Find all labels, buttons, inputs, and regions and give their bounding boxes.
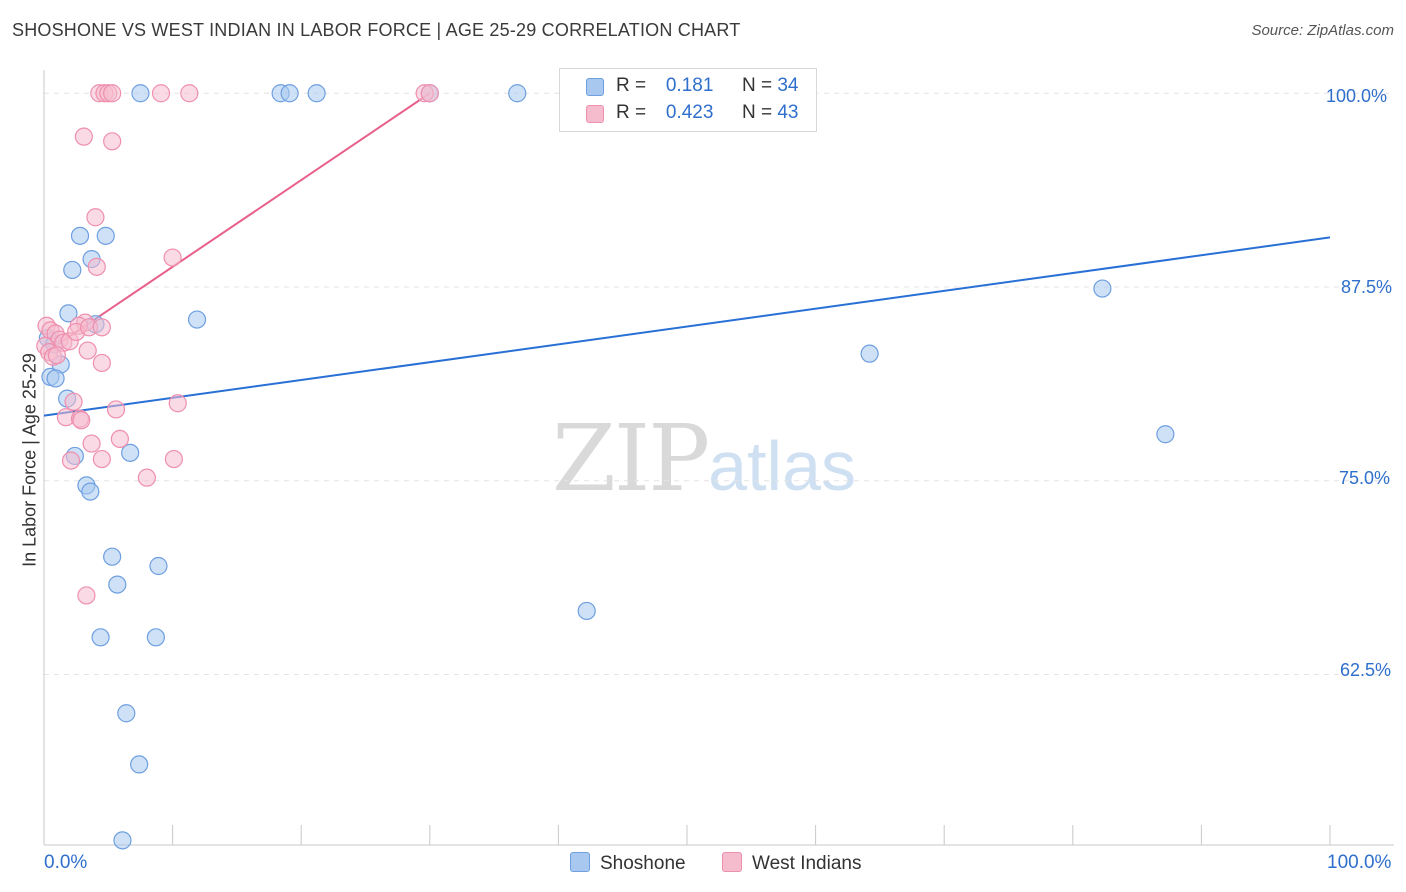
shoshone-point <box>146 628 165 647</box>
shoshone-point <box>108 575 127 594</box>
west-indians-point <box>103 132 122 151</box>
legend-r-label: R = <box>616 75 647 96</box>
west-indians-point <box>151 84 171 103</box>
shoshone-point <box>149 556 168 576</box>
west-indians-point <box>47 346 66 365</box>
west-indians-point <box>82 434 101 453</box>
shoshone-point <box>307 84 326 103</box>
y-tick-label: 62.5% <box>1340 660 1392 680</box>
shoshone-point <box>91 628 110 647</box>
watermark: ZIPatlas <box>552 405 856 512</box>
shoshone-point <box>131 84 150 103</box>
west-indians-point <box>87 257 106 276</box>
legend-swatch-pink <box>586 105 604 123</box>
shoshone-point <box>187 310 207 329</box>
shoshone-point <box>70 226 90 245</box>
shoshone-point <box>46 369 65 388</box>
shoshone-point <box>103 547 122 566</box>
shoshone-point <box>577 601 596 621</box>
legend-label-shoshone: Shoshone <box>600 853 686 874</box>
watermark-atlas: atlas <box>708 427 857 505</box>
shoshone-point <box>113 831 132 850</box>
shoshone-point <box>130 755 149 774</box>
west-indians-point <box>64 392 83 411</box>
trend-lines <box>43 92 1331 417</box>
legend-label-west-indians: West Indians <box>752 853 862 874</box>
west-indians-point <box>92 318 111 337</box>
x-tick-label-max: 100.0% <box>1327 852 1392 873</box>
legend-n-value: 34 <box>777 75 799 96</box>
legend-n-label: N = <box>741 75 773 96</box>
west-indians-point <box>72 411 91 430</box>
shoshone-trend-line <box>43 236 1331 417</box>
shoshone-point <box>280 84 299 103</box>
source-credit: Source: ZipAtlas.com <box>1251 22 1394 39</box>
legend-n-label: N = <box>741 102 773 123</box>
shoshone-point <box>1093 279 1112 298</box>
west-indians-point <box>110 429 129 448</box>
y-axis-title: In Labor Force | Age 25-29 <box>19 353 40 567</box>
west-indians-trend-line <box>43 92 431 355</box>
y-tick-label: 75.0% <box>1339 468 1391 488</box>
west-indians-point <box>137 468 156 487</box>
chart-title: SHOSHONE VS WEST INDIAN IN LABOR FORCE |… <box>12 20 741 40</box>
west-indians-point <box>180 84 199 103</box>
legend-swatch-blue <box>586 78 604 96</box>
west-indians-point <box>420 84 439 103</box>
west-indians-point <box>92 449 111 469</box>
west-indians-point <box>106 400 126 419</box>
shoshone-point <box>117 704 136 723</box>
west-indians-point <box>86 208 105 227</box>
axes <box>43 70 1394 846</box>
shoshone-point <box>81 482 100 501</box>
data-points <box>36 84 1175 850</box>
shoshone-point <box>860 344 879 363</box>
shoshone-point <box>63 260 82 280</box>
legend-r-value: 0.423 <box>665 102 714 123</box>
shoshone-point <box>59 304 78 323</box>
legend-swatch-west-indians <box>722 852 742 872</box>
shoshone-point <box>508 84 527 103</box>
shoshone-point <box>1156 425 1175 444</box>
west-indians-point <box>92 353 111 373</box>
west-indians-point <box>163 248 182 267</box>
y-tick-label: 87.5% <box>1341 277 1393 297</box>
legend-swatch-shoshone <box>570 852 590 872</box>
shoshone-point <box>121 443 140 462</box>
west-indians-point <box>74 127 93 146</box>
x-tick-label-min: 0.0% <box>44 852 88 873</box>
watermark-zip: ZIP <box>552 405 710 512</box>
west-indians-point <box>78 341 97 360</box>
legend-item-shoshone[interactable]: Shoshone <box>570 852 686 875</box>
west-indians-point <box>164 449 183 469</box>
west-indians-point <box>77 586 96 605</box>
legend-n-value: 43 <box>777 102 799 123</box>
legend-item-west-indians[interactable]: West Indians <box>722 852 861 875</box>
west-indians-point <box>168 394 187 413</box>
legend-r-value: 0.181 <box>665 75 714 96</box>
west-indians-point <box>103 84 122 103</box>
stats-legend: R = 0.181 N = 34 R = 0.423 N = 43 <box>559 68 817 132</box>
legend-r-label: R = <box>616 102 647 123</box>
y-tick-label: 100.0% <box>1326 86 1388 106</box>
shoshone-point <box>96 226 115 245</box>
west-indians-point <box>61 451 81 470</box>
grid-lines <box>44 92 1394 675</box>
